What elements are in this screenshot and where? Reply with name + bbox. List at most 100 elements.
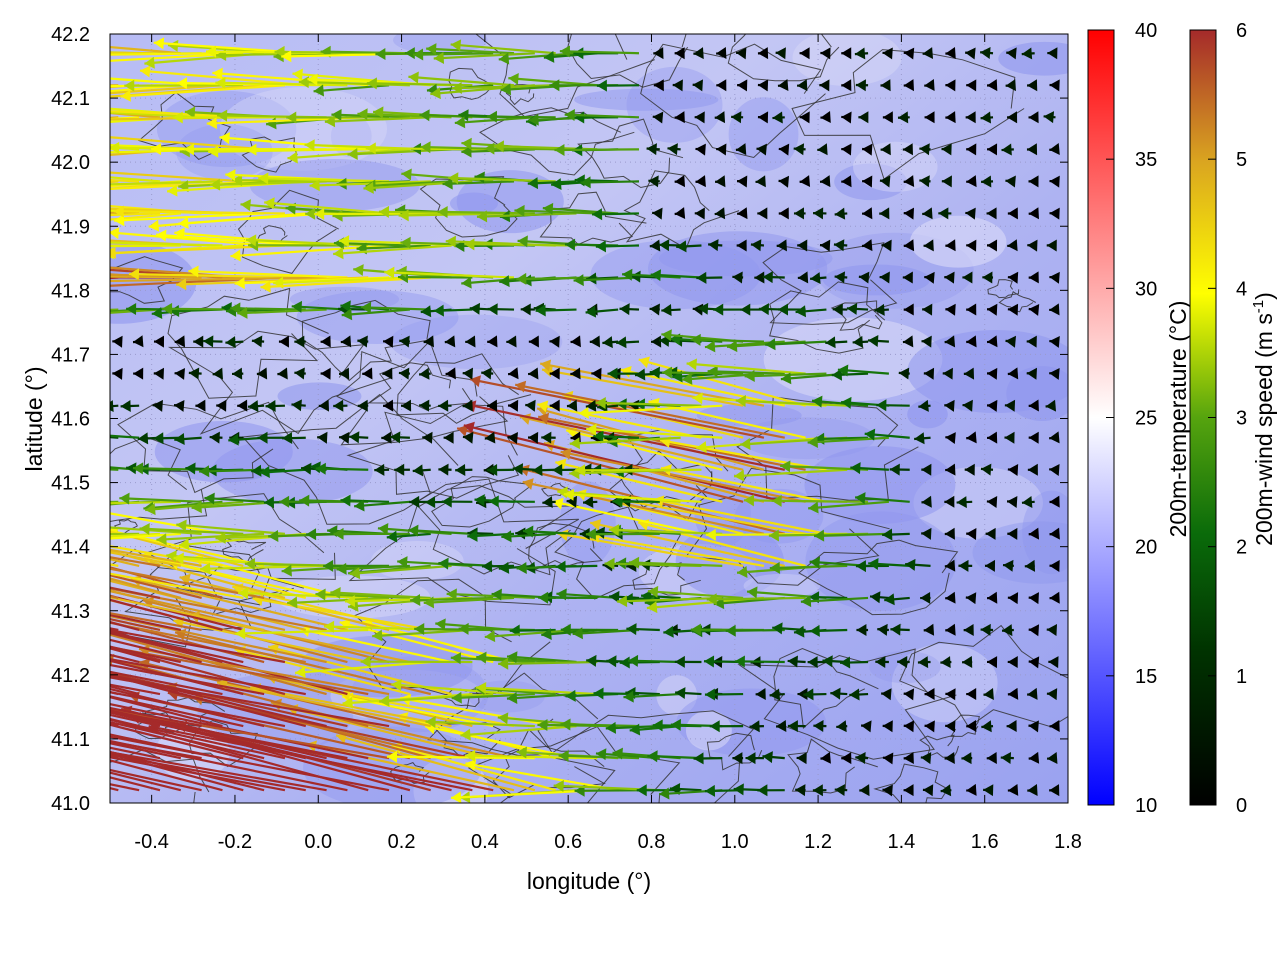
wind-arrow-head [357,108,368,121]
wind-arrow [498,657,598,670]
wind-arrow [1000,752,1014,764]
wind-arrow [460,725,577,741]
wind-arrow-shaft [110,436,119,439]
wind-arrow-shaft [156,532,265,541]
y-tick-label: 41.3 [51,601,90,623]
wind-arrow-head [652,207,663,220]
wind-arrow-head [570,335,581,348]
wind-arrow [963,623,974,636]
wind-arrow [648,175,660,188]
wind-arrow-shaft [130,577,348,632]
wind-arrow-head [564,108,575,121]
wind-arrow [1006,720,1017,733]
wind-arrow-head [868,557,879,570]
wind-arrow-head [1045,399,1057,412]
wind-arrow [834,271,848,284]
wind-arrow-head [859,784,870,797]
wind-arrow-head [652,111,664,124]
wind-arrow [769,561,848,574]
wind-arrow-head [605,721,617,734]
wind-arrow [549,335,560,348]
wind-arrow [110,241,223,247]
wind-arrow-head [333,399,344,412]
wind-arrow-head [676,240,687,253]
wind-arrow [541,431,556,444]
wind-arrow-head [1028,271,1039,284]
wind-arrow [1049,271,1060,284]
wind-arrow [110,136,265,151]
wind-arrow-head [508,367,519,380]
wind-arrow-head [697,302,709,315]
wind-arrow-head [780,460,791,473]
wind-arrow [876,399,910,412]
wind-arrow [956,496,973,509]
wind-arrow [811,395,869,408]
wind-arrow-head [506,691,518,704]
wind-arrow [110,532,140,536]
wind-arrow [341,308,410,321]
wind-arrow-head [704,784,716,797]
wind-arrow-head [549,399,560,412]
wind-arrow [647,750,702,763]
wind-arrow-head [90,430,100,442]
wind-arrow-head [1007,367,1019,380]
wind-arrow-head [2,729,13,741]
wind-arrow-head [560,718,571,731]
wind-arrow [1002,559,1014,572]
wind-arrow [836,720,848,733]
wind-arrow-shaft [519,415,744,471]
wind-arrow-head [903,175,915,188]
wind-arrow-head [980,463,992,476]
temperature-patch [728,97,799,172]
wind-arrow-head [956,496,967,509]
wind-arrow-head [457,424,469,437]
wind-arrow-head [882,111,893,124]
wind-arrow-shaft [287,596,390,605]
wind-arrow [616,595,723,608]
wind-arrow-head [552,463,563,476]
wind-arrow-head [841,79,852,92]
wind-arrow-head [320,367,331,380]
wind-arrow [796,752,807,765]
wind-arrow-head [757,784,768,797]
wind-arrow-head [462,367,473,380]
wind-arrow-head [498,52,510,65]
wind-label-main: 200m-wind speed (m s [1251,313,1277,546]
wind-arrow-head [694,111,705,124]
wind-arrow-shaft [110,670,223,696]
wind-arrow-shaft [200,564,327,570]
wind-arrow [1006,496,1018,508]
wind-arrow [595,397,702,409]
contour-line [528,522,603,571]
wind-arrow [941,143,952,156]
wind-arrow [944,527,955,540]
contour-line [431,476,534,528]
wind-arrow-head [616,595,628,608]
wind-arrow [110,308,140,313]
wind-arrow-head [819,79,830,92]
wind-arrow-head [556,588,567,601]
wind-arrow-head [737,175,748,188]
wind-arrow [465,759,619,792]
wind-arrow-head [862,175,873,188]
wind-arrow [858,271,870,284]
contour-line [419,176,518,238]
wind-arrow-shaft [578,404,723,415]
wind-arrow-head [667,143,678,156]
wind-arrow-head [780,372,792,385]
wind-arrow-head [716,79,727,92]
y-tick-label: 41.8 [51,280,90,302]
wind-arrow-head [834,207,846,220]
wind-arrow-head [903,207,915,220]
wind-arrow [438,463,452,476]
wind-arrow-shaft [559,50,640,55]
wind-arrow-head [834,271,846,284]
wind-arrow [986,367,998,380]
wind-arrow-shaft [560,450,806,503]
wind-arrow [694,111,705,124]
wind-arrow-head [44,114,54,126]
wind-arrow-head [476,651,487,664]
wind-arrow-head [740,437,751,450]
wind-arrow [506,691,577,704]
wind-arrow-head [384,266,395,279]
